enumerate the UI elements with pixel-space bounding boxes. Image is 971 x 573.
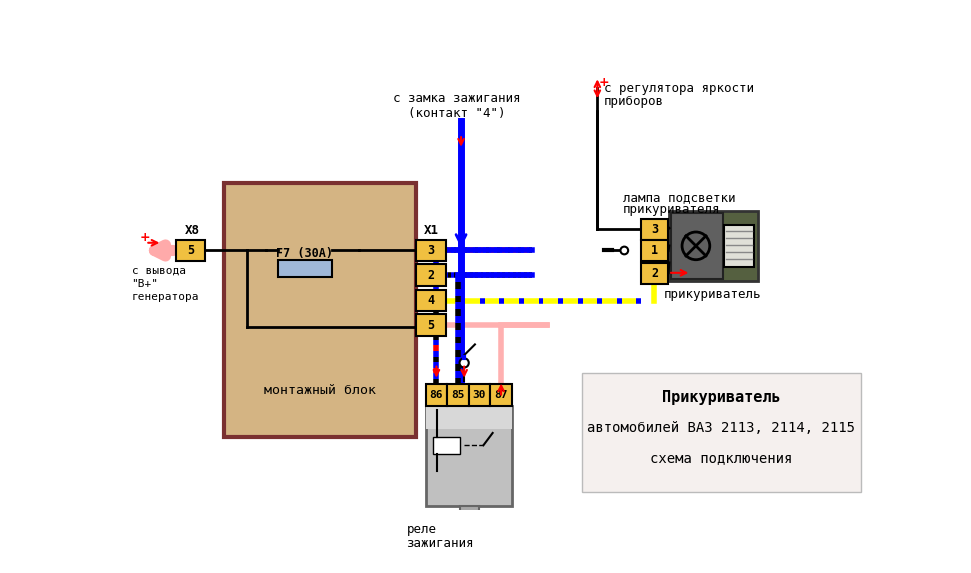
Bar (641, 241, 668, 261)
Text: 86: 86 (430, 390, 443, 400)
Bar (425, 406, 512, 506)
Text: 2: 2 (652, 266, 658, 280)
Bar (669, 211, 757, 281)
Text: 1: 1 (652, 244, 658, 257)
Bar (417, 290, 446, 311)
Text: зажигания: зажигания (407, 536, 474, 550)
Bar (433, 437, 460, 454)
Text: 5: 5 (427, 319, 435, 332)
Text: автомобилей ВАЗ 2113, 2114, 2115: автомобилей ВАЗ 2113, 2114, 2115 (587, 421, 855, 435)
Bar (417, 315, 446, 336)
Bar (224, 183, 417, 437)
Text: 87: 87 (494, 390, 508, 400)
Bar (417, 240, 446, 261)
Text: X8: X8 (184, 224, 200, 237)
Text: 2: 2 (427, 269, 435, 281)
Bar (641, 263, 668, 284)
Text: F7 (30A): F7 (30A) (277, 247, 333, 260)
Bar (724, 225, 753, 268)
Text: с регулятора яркости: с регулятора яркости (604, 81, 753, 95)
Bar (425, 384, 448, 406)
Bar (671, 213, 722, 279)
Text: 30: 30 (473, 390, 486, 400)
Circle shape (464, 539, 474, 548)
Bar (459, 506, 479, 533)
Text: прикуривателя: прикуривателя (622, 203, 720, 216)
Text: X1: X1 (423, 224, 439, 237)
Bar (176, 240, 206, 261)
Text: с замка зажигания: с замка зажигания (393, 92, 521, 104)
Text: с вывода
"В+"
генератора: с вывода "В+" генератора (131, 266, 199, 303)
Text: монтажный блок: монтажный блок (264, 384, 376, 397)
Bar (490, 384, 512, 406)
Text: +: + (140, 231, 151, 244)
Circle shape (459, 358, 469, 367)
Text: +: + (599, 76, 610, 89)
Text: 85: 85 (452, 390, 465, 400)
Bar (448, 384, 469, 406)
Text: 3: 3 (652, 223, 658, 236)
Bar (469, 384, 490, 406)
Text: лампа подсветки: лампа подсветки (622, 191, 735, 204)
Text: реле: реле (407, 523, 436, 536)
Text: прикуриватель: прикуриватель (664, 288, 761, 301)
Bar (417, 264, 446, 286)
Circle shape (620, 246, 628, 254)
Bar (278, 260, 332, 277)
Text: Прикуриватель: Прикуриватель (662, 390, 781, 405)
Bar (582, 373, 860, 492)
Text: 5: 5 (187, 244, 194, 257)
Bar (425, 406, 512, 429)
Bar (641, 219, 668, 240)
Circle shape (458, 533, 480, 555)
Text: (контакт "4"): (контакт "4") (409, 107, 506, 120)
Text: приборов: приборов (604, 95, 663, 108)
Text: 4: 4 (427, 294, 435, 307)
Text: 3: 3 (427, 244, 435, 257)
Text: схема подключения: схема подключения (651, 450, 792, 465)
